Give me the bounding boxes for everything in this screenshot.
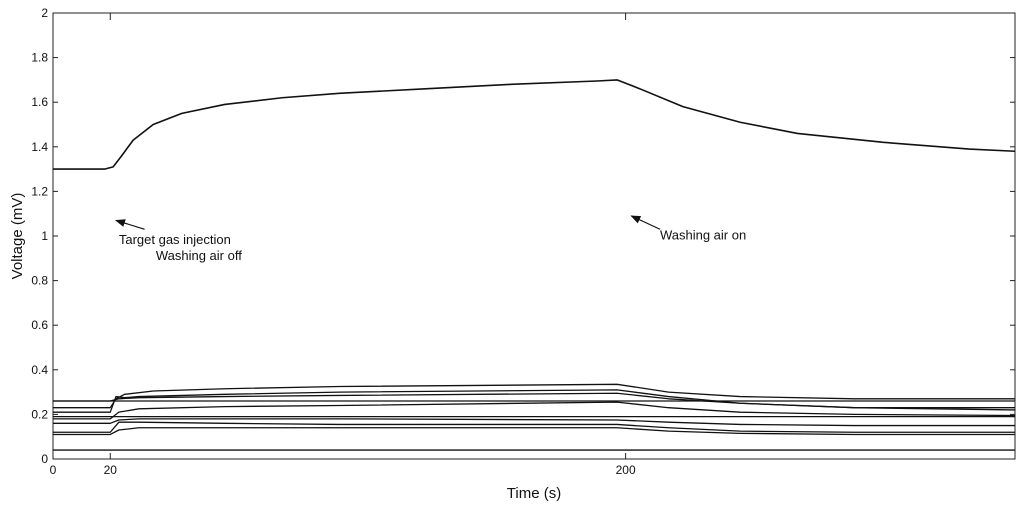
series-line-2	[53, 383, 1015, 409]
annotation-arrow	[630, 215, 661, 230]
x-tick-label: 20	[104, 463, 118, 477]
y-tick-label: 1.2	[31, 184, 48, 198]
y-tick-label: 1.6	[31, 95, 48, 109]
y-tick-label: 1	[41, 229, 48, 243]
annotation-2: Washing air on	[630, 215, 746, 242]
annotation-arrow	[115, 219, 145, 230]
x-tick-label: 200	[616, 463, 636, 477]
annotations: Target gas injection Washing air offWashi…	[115, 215, 746, 263]
series-line-1	[53, 79, 1016, 170]
y-axis-label: Voltage (mV)	[9, 193, 26, 280]
axis-ticks: 00.20.40.60.811.21.41.61.820 20 200	[31, 6, 1015, 477]
series-lines	[53, 79, 1016, 451]
annotation-line: Target gas injection	[119, 232, 231, 247]
series-line-8	[53, 427, 1015, 436]
x-tick-label: 0	[50, 463, 57, 477]
series-line-5	[53, 401, 1016, 420]
annotation-line: Washing air off	[156, 248, 242, 263]
x-axis-label: Time (s)	[507, 485, 561, 502]
series-line-7	[53, 421, 1015, 433]
y-tick-label: 1.4	[31, 140, 48, 154]
annotation-text: Target gas injection Washing air off	[119, 232, 242, 263]
annotation-text: Washing air on	[660, 227, 746, 242]
annotation-1: Target gas injection Washing air off	[115, 219, 242, 263]
y-tick-label: 1.8	[31, 51, 48, 65]
y-tick-label: 0.2	[31, 407, 48, 421]
y-tick-label: 0	[41, 452, 48, 466]
y-tick-label: 0.6	[31, 318, 48, 332]
y-tick-label: 0.4	[31, 363, 48, 377]
series-line-6	[53, 418, 1015, 427]
y-tick-label: 0.8	[31, 274, 48, 288]
series-line-4	[53, 392, 1016, 411]
annotation-line: Washing air on	[660, 227, 746, 242]
y-tick-label: 2	[41, 6, 48, 20]
